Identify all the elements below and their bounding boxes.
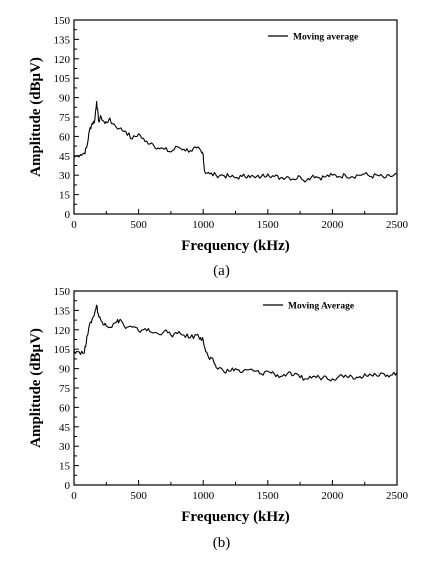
y-tick-label: 45 xyxy=(59,422,71,434)
y-tick-label: 90 xyxy=(59,364,71,376)
series-line xyxy=(73,100,398,183)
x-tick-label: 500 xyxy=(130,219,147,231)
y-tick-label: 105 xyxy=(54,73,71,85)
legend-label: Moving Average xyxy=(288,302,354,312)
x-tick-label: 1000 xyxy=(192,490,215,502)
x-tick-label: 1000 xyxy=(192,219,215,231)
y-tick-label: 60 xyxy=(59,402,71,414)
y-tick-label: 90 xyxy=(59,93,71,105)
y-tick-label: 75 xyxy=(59,383,71,395)
y-tick-label: 15 xyxy=(59,461,71,473)
y-tick-label: 135 xyxy=(54,34,71,46)
series-line xyxy=(73,304,398,382)
x-tick-label: 0 xyxy=(71,490,77,502)
y-tick-label: 15 xyxy=(59,190,71,202)
y-tick-label: 120 xyxy=(54,54,71,66)
x-tick-label: 2500 xyxy=(386,490,409,502)
y-tick-label: 150 xyxy=(54,15,71,27)
y-axis-title: Amplitude (dBμV) xyxy=(28,328,44,448)
plot-frame xyxy=(73,19,398,215)
y-tick-label: 120 xyxy=(54,325,71,337)
y-tick-label: 60 xyxy=(59,131,71,143)
x-axis-title: Frequency (kHz) xyxy=(181,509,289,525)
y-tick-label: 105 xyxy=(54,344,71,356)
x-tick-label: 1500 xyxy=(257,219,280,231)
x-tick-label: 1500 xyxy=(257,490,280,502)
y-tick-label: 0 xyxy=(65,209,71,221)
x-axis-title: Frequency (kHz) xyxy=(181,238,289,254)
legend-label: Moving average xyxy=(293,33,358,43)
y-tick-label: 30 xyxy=(59,441,71,453)
y-tick-label: 135 xyxy=(54,305,71,317)
x-tick-label: 2000 xyxy=(321,490,344,502)
x-tick-label: 500 xyxy=(130,490,147,502)
panel-caption: (b) xyxy=(213,535,231,551)
y-tick-label: 0 xyxy=(65,480,71,492)
x-tick-label: 2000 xyxy=(321,219,344,231)
y-axis-title: Amplitude (dBμV) xyxy=(28,57,44,177)
y-tick-label: 45 xyxy=(59,151,71,163)
x-tick-label: 2500 xyxy=(386,219,409,231)
y-tick-label: 30 xyxy=(59,170,71,182)
y-tick-label: 150 xyxy=(54,286,71,298)
plot-frame xyxy=(73,290,398,486)
panel-caption: (a) xyxy=(213,263,230,279)
x-tick-label: 0 xyxy=(71,219,77,231)
y-tick-label: 75 xyxy=(59,112,71,124)
